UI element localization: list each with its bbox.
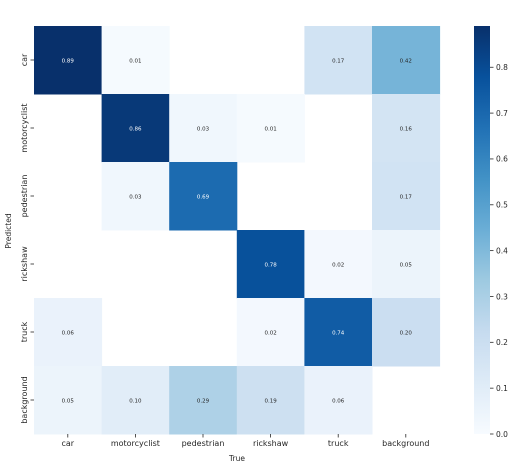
heatmap-cell	[236, 230, 305, 299]
y-tick-label: background	[20, 376, 29, 423]
heatmap-cell	[236, 366, 305, 435]
x-tick-label: motorcyclist	[111, 439, 160, 448]
cell-value-label: 0.03	[129, 195, 142, 201]
heatmap-cell	[101, 26, 170, 95]
heatmap-cell	[101, 366, 170, 435]
x-tick-label: truck	[328, 439, 349, 448]
cell-value-label: 0.86	[129, 127, 142, 133]
heatmap-cell	[169, 94, 238, 163]
heatmap-cell	[101, 162, 170, 231]
x-tick-label: car	[62, 439, 75, 448]
heatmap-cell	[372, 230, 441, 299]
cell-value-label: 0.06	[332, 399, 345, 405]
cell-value-label: 0.02	[332, 263, 344, 269]
cell-value-label: 0.19	[264, 399, 277, 405]
cell-value-label: 0.10	[129, 399, 142, 405]
y-tick-label: truck	[20, 321, 29, 342]
y-tick-label: pedestrian	[20, 175, 29, 218]
cell-value-label: 0.20	[400, 331, 413, 337]
colorbar-tick-label: 0.1	[496, 384, 508, 393]
cell-value-label: 0.17	[332, 59, 345, 65]
heatmap-cell	[101, 94, 170, 163]
colorbar-ticks: 0.0 0.1 0.2 0.3 0.4 0.5 0.6 0.7 0.8	[490, 63, 508, 439]
heatmap-cell	[169, 162, 238, 231]
colorbar-tick-label: 0.4	[496, 246, 508, 255]
cell-value-label: 0.42	[400, 59, 412, 65]
heatmap-cell	[372, 298, 441, 367]
colorbar	[474, 26, 490, 434]
colorbar-tick-label: 0.8	[496, 63, 508, 72]
heatmap-cell-labels: 0.89 0.01 0.17 0.42 0.86 0.03 0.01 0.16 0.03 0.69…	[62, 59, 413, 405]
y-tick-label: motorcyclist	[20, 103, 29, 152]
y-axis-ticks: car motorcyclist pedestrian rickshaw truck ba…	[20, 53, 34, 424]
x-tick-label: pedestrian	[182, 439, 225, 448]
x-axis-ticks: car motorcyclist pedestrian rickshaw truck ba…	[62, 434, 429, 448]
colorbar-tick-label: 0.2	[496, 338, 508, 347]
colorbar-tick-label: 0.0	[496, 430, 508, 439]
heatmap-cell	[236, 94, 305, 163]
cell-value-label: 0.02	[264, 331, 276, 337]
x-tick-label: rickshaw	[253, 439, 289, 448]
colorbar-tick-label: 0.3	[496, 292, 508, 301]
heatmap-cell	[304, 230, 373, 299]
heatmap-cell	[236, 298, 305, 367]
cell-value-label: 0.03	[197, 127, 210, 133]
y-axis-label: Predicted	[4, 213, 13, 248]
heatmap-cell	[34, 298, 103, 367]
cell-value-label: 0.01	[264, 127, 276, 133]
cell-value-label: 0.05	[400, 263, 413, 269]
heatmap-cell	[34, 366, 103, 435]
colorbar-tick-label: 0.7	[496, 109, 508, 118]
heatmap-cell	[304, 298, 373, 367]
y-tick-label: car	[20, 53, 29, 66]
y-tick-label: rickshaw	[20, 246, 29, 282]
x-tick-label: background	[382, 439, 429, 448]
cell-value-label: 0.74	[332, 331, 345, 337]
colorbar-tick-label: 0.6	[496, 155, 508, 164]
heatmap-cells	[34, 26, 441, 435]
heatmap-cell	[169, 366, 238, 435]
cell-value-label: 0.78	[264, 263, 277, 269]
heatmap-cell	[372, 26, 441, 95]
x-axis-label: True	[228, 454, 245, 463]
cell-value-label: 0.17	[400, 195, 413, 201]
heatmap-cell	[34, 26, 103, 95]
cell-value-label: 0.16	[400, 127, 413, 133]
cell-value-label: 0.29	[197, 399, 210, 405]
heatmap-cell	[372, 94, 441, 163]
cell-value-label: 0.05	[62, 399, 75, 405]
colorbar-tick-label: 0.5	[496, 201, 508, 210]
heatmap-cell	[304, 366, 373, 435]
heatmap-cell	[372, 162, 441, 231]
cell-value-label: 0.01	[129, 59, 141, 65]
cell-value-label: 0.06	[62, 331, 75, 337]
cell-value-label: 0.89	[62, 59, 75, 65]
cell-value-label: 0.69	[197, 195, 210, 201]
heatmap-cell	[304, 26, 373, 95]
